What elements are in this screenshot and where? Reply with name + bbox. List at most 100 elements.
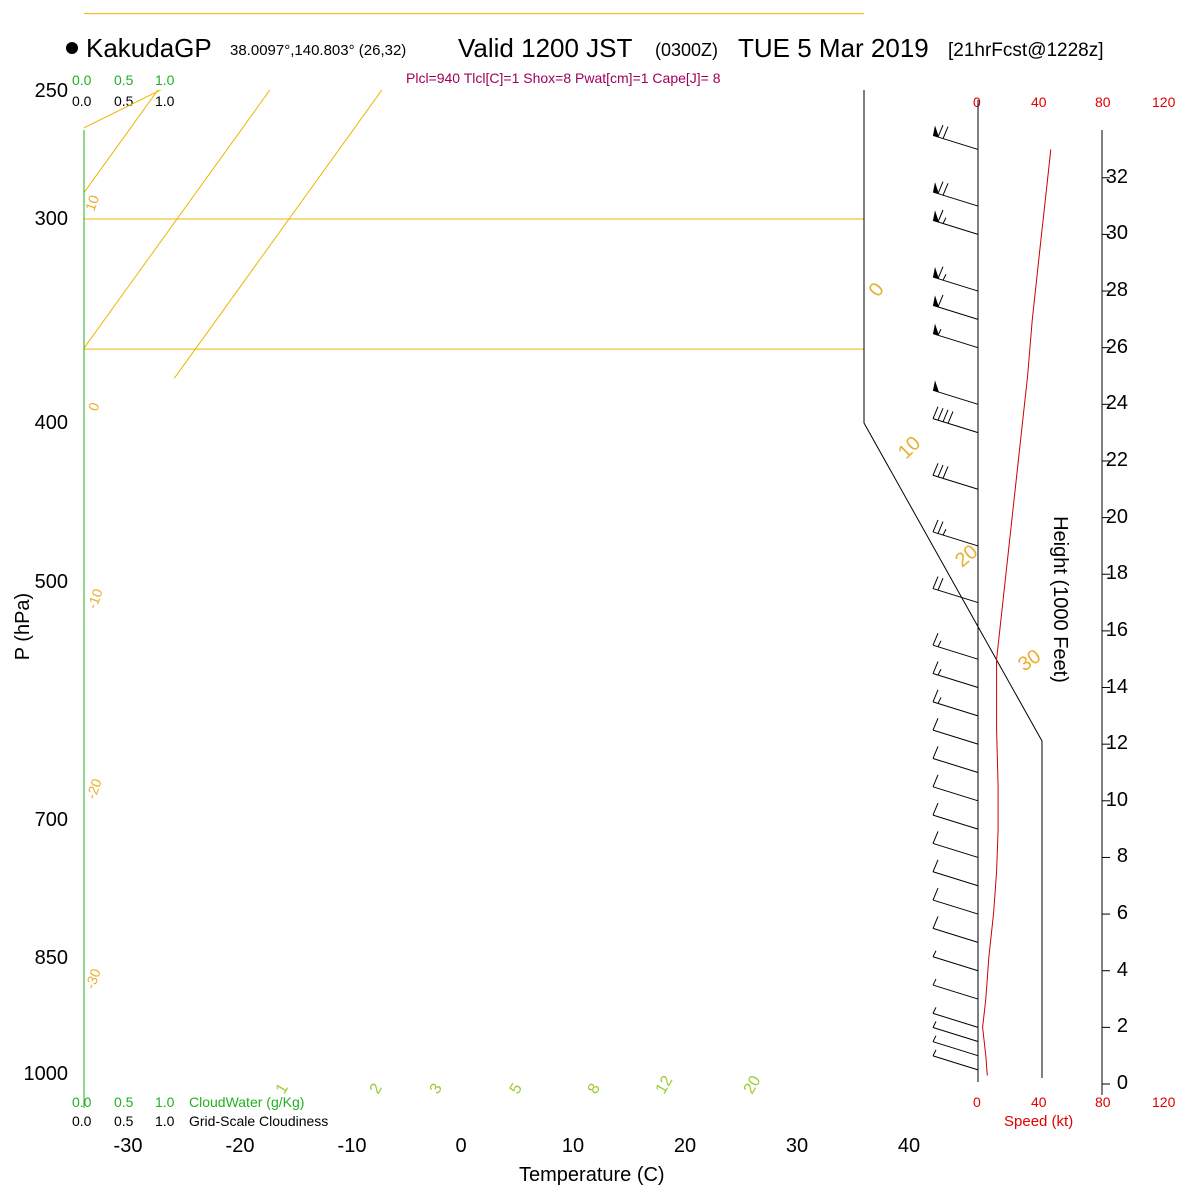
dry-adiabat-label: 10	[82, 193, 102, 213]
dry-adiabat-label: -10	[84, 586, 106, 611]
isotherm	[84, 90, 486, 379]
height-tick-label: 0	[1116, 1072, 1128, 1094]
dry-adiabat	[84, 90, 1042, 379]
height-tick-label: 4	[1116, 958, 1128, 981]
top-cloudwater-tick-1: 0.5	[114, 72, 134, 88]
temp-tick--20: -20	[225, 1135, 255, 1157]
wind-barb	[932, 859, 979, 887]
dry-adiabat	[84, 90, 1042, 379]
wind-barb	[932, 689, 979, 717]
temperature-line	[0, 0, 564, 308]
wind-barb	[932, 916, 979, 943]
pressure-tick-300: 300	[34, 208, 68, 230]
wind-barb	[932, 1007, 979, 1028]
bottom-cloudiness-tick-0: 0.0	[72, 1113, 92, 1129]
mixing-ratio-line	[0, 0, 611, 14]
isotherm	[84, 90, 150, 379]
cloudwater-label: CloudWater (g/Kg)	[189, 1094, 305, 1110]
mixing-ratio-label: 5	[507, 1081, 526, 1097]
x-axis-title: Temperature (C)	[519, 1164, 665, 1186]
station-name: KakudaGP	[86, 33, 212, 63]
pressure-tick-1000: 1000	[23, 1063, 69, 1085]
dry-adiabat	[84, 90, 415, 379]
wind-barb	[932, 406, 979, 434]
height-tick-label: 2	[1116, 1015, 1128, 1038]
wind-barb	[932, 463, 979, 490]
dry-adiabat	[84, 90, 1042, 379]
mixing-ratio-line	[0, 0, 300, 14]
mixing-ratio-label: 12	[653, 1073, 677, 1097]
temp-tick-0: 0	[455, 1135, 467, 1157]
height-tick-label: 26	[1105, 335, 1128, 358]
dry-adiabat-label: 30	[1014, 645, 1045, 676]
wind-barb	[932, 633, 979, 660]
height-tick-label: 28	[1105, 279, 1128, 302]
wind-barb	[932, 209, 979, 235]
height-tick-label: 22	[1105, 448, 1128, 471]
dry-adiabat-label: 0	[865, 279, 889, 301]
speed-bottom-tick-2: 80	[1095, 1094, 1111, 1110]
wind-barb	[932, 717, 979, 745]
wind-barb	[932, 887, 979, 915]
moist-adiabat	[84, 90, 822, 379]
pressure-tick-700: 700	[34, 809, 68, 831]
speed-profile-line	[982, 149, 1052, 1076]
dry-adiabat-label: 10	[894, 432, 925, 463]
wind-barb	[932, 802, 979, 830]
mixing-ratio-label: 8	[585, 1081, 604, 1097]
wind-barb	[932, 1035, 979, 1057]
wind-barb	[932, 519, 979, 547]
isotherm	[84, 90, 822, 379]
wind-barb	[932, 380, 979, 405]
wind-barb	[932, 978, 979, 1000]
mixing-ratio-label: 2	[367, 1081, 386, 1097]
bottom-cloudwater-tick-0: 0.0	[72, 1094, 92, 1110]
temp-tick--30: -30	[113, 1135, 143, 1157]
height-tick-label: 6	[1116, 902, 1128, 925]
dry-adiabat	[84, 90, 1042, 379]
height-tick-label: 30	[1105, 222, 1128, 245]
moist-adiabat	[84, 90, 542, 379]
speed-top-tick-3: 120	[1152, 94, 1176, 110]
speed-top-tick-0: 0	[973, 94, 981, 110]
forecast-cycle: [21hrFcst@1228z]	[948, 40, 1104, 61]
height-tick-label: 12	[1105, 732, 1128, 755]
wind-barb	[932, 294, 979, 320]
temp-tick--10: -10	[337, 1135, 367, 1157]
valid-time: Valid 1200 JST	[458, 33, 633, 63]
moist-adiabat	[84, 90, 374, 379]
height-tick-label: 10	[1105, 788, 1128, 811]
height-tick-label: 32	[1105, 165, 1128, 188]
temp-tick-10: 10	[561, 1135, 585, 1157]
bottom-cloudiness-tick-1: 0.5	[114, 1113, 134, 1129]
plot-right-border	[863, 90, 1043, 1078]
height-tick-label: 20	[1105, 505, 1128, 528]
wind-barb	[932, 1021, 979, 1042]
height-tick-label: 18	[1105, 562, 1128, 585]
bottom-cloudiness-tick-2: 1.0	[155, 1113, 175, 1129]
wind-barb	[932, 661, 979, 688]
mixing-ratio-line	[0, 0, 535, 14]
cloudiness-label: Grid-Scale Cloudiness	[189, 1113, 329, 1129]
mixing-ratio-label: 3	[427, 1081, 446, 1097]
wind-barb	[932, 746, 979, 773]
dry-adiabat	[84, 90, 756, 379]
speed-top-tick-1: 40	[1031, 94, 1047, 110]
top-cloudiness-tick-2: 1.0	[155, 93, 175, 109]
moist-adiabat	[84, 90, 486, 379]
moist-adiabat	[84, 90, 710, 379]
pressure-tick-250: 250	[34, 80, 68, 102]
wind-barb	[932, 323, 979, 349]
top-cloudiness-tick-1: 0.5	[114, 93, 134, 109]
pressure-tick-500: 500	[34, 571, 68, 593]
dry-adiabat	[84, 90, 642, 379]
dry-adiabat	[84, 90, 870, 379]
top-cloudiness-tick-0: 0.0	[72, 93, 92, 109]
dry-adiabat	[84, 90, 188, 379]
isotherm	[84, 90, 374, 379]
wind-barb	[932, 1049, 979, 1071]
valid-date: TUE 5 Mar 2019	[738, 33, 929, 63]
wind-barb	[932, 266, 979, 292]
bottom-cloudwater-tick-1: 0.5	[114, 1094, 134, 1110]
